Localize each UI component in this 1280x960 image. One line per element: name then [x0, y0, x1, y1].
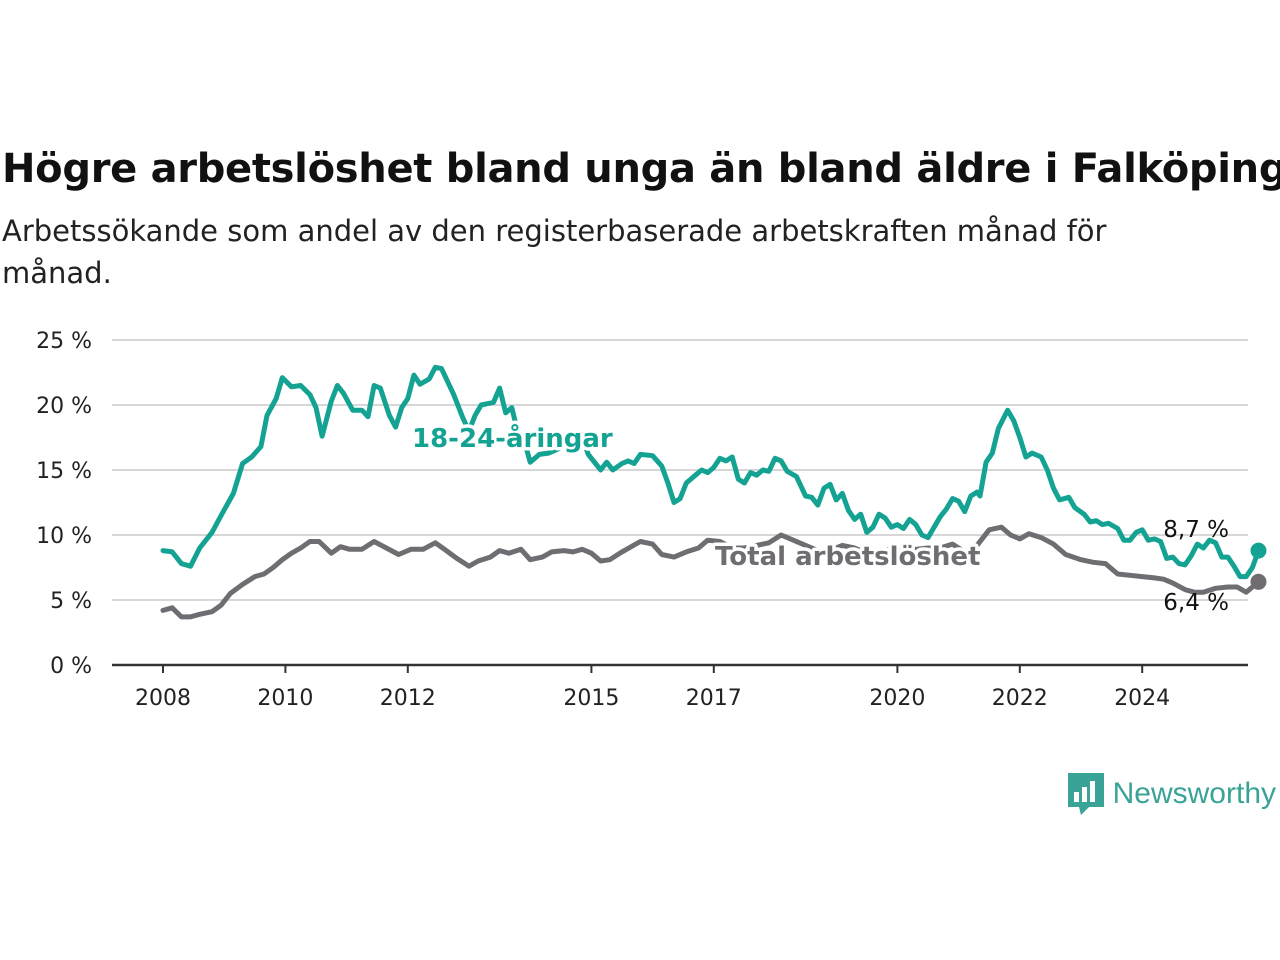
- y-tick-label: 20 %: [36, 394, 92, 419]
- x-tick-label: 2017: [686, 686, 742, 711]
- series-label-youth: 18-24-åringar: [412, 422, 613, 454]
- brand-logo: Newsworthy: [1067, 770, 1276, 818]
- y-tick-label: 10 %: [36, 524, 92, 549]
- y-tick-label: 5 %: [50, 589, 92, 614]
- series-line-total: [160, 524, 1261, 620]
- axes: 0 % 5 % 10 % 15 % 20 % 25 % 2008 2010 2012 2015 20…: [36, 329, 1248, 711]
- grid-lines: [112, 339, 1248, 601]
- newsworthy-logo-icon: [1067, 773, 1104, 815]
- x-tick-label: 2020: [869, 686, 925, 711]
- x-tick-label: 2010: [257, 686, 313, 711]
- series-end-point: [1250, 573, 1267, 590]
- series-labels: 18-24-åringar Total arbetslöshet 8,7 % 6,4 …: [409, 419, 1230, 617]
- x-tick-label: 2022: [992, 686, 1048, 711]
- x-tick-label: 2024: [1114, 686, 1170, 711]
- brand-name: Newsworthy: [1112, 777, 1276, 810]
- x-tick-label: 2015: [563, 686, 619, 711]
- y-tick-label: 25 %: [36, 329, 92, 354]
- series-line-youth: [160, 364, 1261, 580]
- chart-subtitle: Arbetssökande som andel av den registerb…: [2, 214, 1107, 290]
- end-value-youth: 8,7 %: [1163, 517, 1229, 543]
- x-tick-label: 2012: [380, 686, 436, 711]
- series-end-point: [1250, 542, 1267, 559]
- end-value-total: 6,4 %: [1163, 590, 1229, 616]
- series-lines: [160, 364, 1267, 620]
- chart-title: Högre arbetslöshet bland unga än bland ä…: [2, 146, 1280, 192]
- series-label-total: Total arbetslöshet: [715, 542, 980, 572]
- y-tick-label: 15 %: [36, 459, 92, 484]
- x-tick-label: 2008: [135, 686, 191, 711]
- y-tick-label: 0 %: [50, 654, 92, 679]
